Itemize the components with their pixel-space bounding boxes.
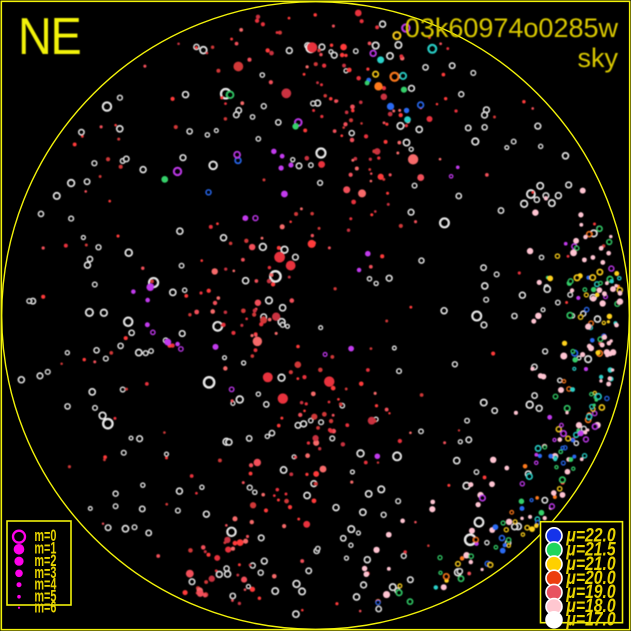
svg-text:μ=17.0: μ=17.0 (565, 608, 616, 630)
svg-text:m=6: m=6 (34, 597, 56, 616)
